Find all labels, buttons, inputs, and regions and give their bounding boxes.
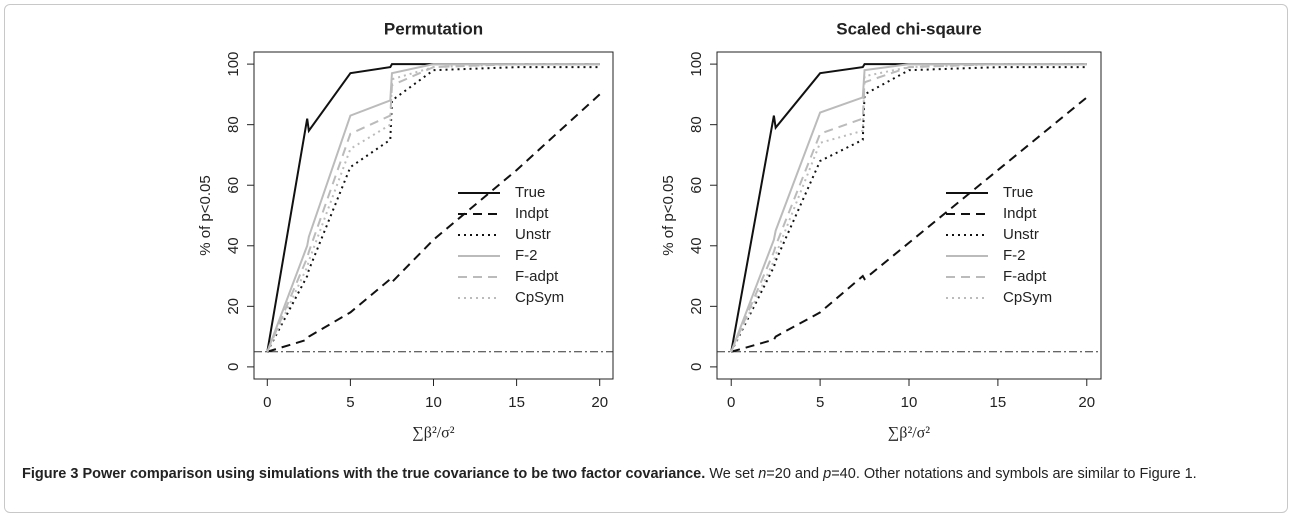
caption-var: p <box>823 466 832 482</box>
y-tick-label: 20 <box>225 298 242 315</box>
y-axis-label: % of p<0.05 <box>197 175 214 255</box>
legend-label: F-2 <box>1003 247 1026 264</box>
legend-label: F-adpt <box>515 268 559 285</box>
x-tick-label: 20 <box>1078 394 1095 411</box>
y-tick-label: 0 <box>225 363 242 371</box>
legend-label: Unstr <box>1003 226 1039 243</box>
plot-box <box>716 51 1102 380</box>
chart-title: Scaled chi-sqaure <box>836 19 982 38</box>
x-axis-label: ∑β²/σ² <box>412 425 454 442</box>
caption-label: Figure 3 <box>22 466 79 482</box>
legend-label: F-2 <box>515 247 538 264</box>
x-tick-label: 5 <box>816 394 824 411</box>
legend-label: Indpt <box>515 205 549 222</box>
x-tick-label: 20 <box>591 394 608 411</box>
legend-label: Indpt <box>1003 205 1037 222</box>
plot-box <box>253 51 614 380</box>
x-tick-label: 0 <box>263 394 271 411</box>
caption-title: Power comparison using simulations with … <box>82 466 706 482</box>
caption-text: =40. Other notations and symbols are sim… <box>831 466 1197 482</box>
x-axis-label: ∑β²/σ² <box>888 425 930 442</box>
legend-label: CpSym <box>1003 289 1052 306</box>
chart-title: Permutation <box>384 19 483 38</box>
y-tick-label: 60 <box>688 177 705 194</box>
legend-label: True <box>515 184 545 201</box>
series-line <box>266 63 600 353</box>
y-tick-label: 80 <box>225 116 242 133</box>
legend-label: True <box>1003 184 1033 201</box>
legend-label: F-adpt <box>1003 268 1047 285</box>
x-tick-label: 15 <box>990 394 1007 411</box>
y-tick-label: 100 <box>688 52 705 77</box>
series-line <box>730 66 1087 353</box>
caption-text: =20 and <box>766 466 824 482</box>
x-tick-label: 5 <box>346 394 354 411</box>
x-tick-label: 15 <box>508 394 525 411</box>
y-tick-label: 60 <box>225 177 242 194</box>
y-tick-label: 0 <box>688 363 705 371</box>
y-tick-label: 100 <box>225 52 242 77</box>
x-tick-label: 10 <box>425 394 442 411</box>
x-tick-label: 10 <box>901 394 918 411</box>
y-tick-label: 20 <box>688 298 705 315</box>
series-line <box>266 63 600 353</box>
caption: Figure 3 Power comparison using simulati… <box>22 462 1272 486</box>
series-line <box>266 63 600 353</box>
caption-text: We set <box>709 466 759 482</box>
series-line <box>730 63 1087 353</box>
series-line <box>266 66 600 353</box>
y-tick-label: 40 <box>225 237 242 254</box>
series-line <box>730 96 1088 353</box>
y-tick-label: 40 <box>688 237 705 254</box>
figure-frame <box>4 4 1288 513</box>
legend-label: Unstr <box>515 226 551 243</box>
legend-label: CpSym <box>515 289 564 306</box>
series-line <box>730 63 1087 353</box>
y-axis-label: % of p<0.05 <box>660 175 677 255</box>
x-tick-label: 0 <box>727 394 735 411</box>
series-line <box>266 63 600 352</box>
y-tick-label: 80 <box>688 116 705 133</box>
caption-var: n <box>758 466 767 482</box>
series-line <box>730 63 1087 353</box>
series-line <box>267 93 601 353</box>
